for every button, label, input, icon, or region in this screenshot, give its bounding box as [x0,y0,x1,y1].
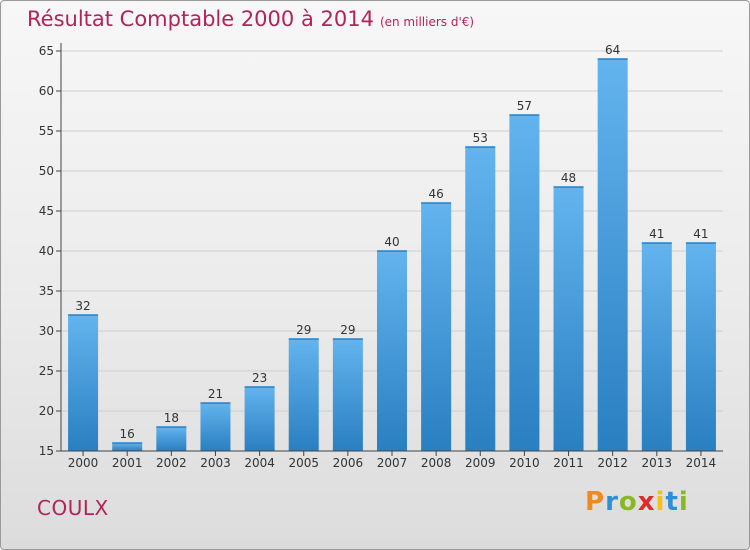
y-tick-label: 65 [39,44,54,58]
bar [200,403,231,451]
logo-letter: t [665,487,679,517]
x-tick-label: 2011 [553,456,584,470]
y-tick-label: 50 [39,164,54,178]
proxiti-logo: Proxiti [585,487,689,517]
data-label: 16 [120,427,135,441]
y-tick-label: 35 [39,284,54,298]
data-label: 48 [561,171,576,185]
x-tick-label: 2009 [465,456,496,470]
chart-title-text: Résultat Comptable 2000 à 2014 [27,7,374,31]
data-label: 18 [164,411,179,425]
x-tick-label: 2014 [686,456,717,470]
bar [244,387,275,451]
x-tick-label: 2004 [244,456,275,470]
x-tick-label: 2003 [200,456,231,470]
y-tick-label: 55 [39,124,54,138]
x-tick-label: 2005 [288,456,319,470]
data-label: 57 [517,99,532,113]
bar [376,251,408,451]
data-label: 29 [296,323,311,337]
y-tick-label: 25 [39,364,54,378]
y-tick-label: 60 [39,84,54,98]
data-label: 23 [252,371,267,385]
y-tick-label: 15 [39,444,54,458]
y-tick-label: 45 [39,204,54,218]
x-tick-label: 2001 [112,456,143,470]
data-label: 46 [428,187,443,201]
y-tick-label: 20 [39,404,54,418]
x-tick-label: 2012 [597,456,628,470]
logo-letter: i [655,487,666,517]
logo-letter: r [605,487,619,517]
bar [641,243,672,451]
data-label: 32 [75,299,90,313]
logo-letter: o [618,487,638,517]
data-label: 64 [605,43,620,57]
x-tick-label: 2006 [333,456,364,470]
bar [553,187,584,451]
bar [421,203,452,451]
y-tick-label: 40 [39,244,54,258]
data-label: 41 [649,227,664,241]
x-tick-label: 2007 [377,456,408,470]
bar [685,243,716,451]
chart-title: Résultat Comptable 2000 à 2014 (en millie… [27,7,474,31]
x-tick-label: 2010 [509,456,540,470]
bar [156,427,187,451]
x-tick-label: 2008 [421,456,452,470]
logo-letter: x [637,487,656,517]
bar [509,115,540,451]
bar [68,315,99,451]
data-label: 21 [208,387,223,401]
data-label: 41 [693,227,708,241]
logo-letter: P [585,487,606,517]
x-tick-label: 2013 [642,456,673,470]
data-label: 29 [340,323,355,337]
bar [465,147,496,451]
bar [332,339,363,451]
data-label: 40 [384,235,399,249]
commune-name: COULX [37,496,109,520]
x-tick-label: 2002 [156,456,187,470]
bar [288,339,319,451]
bar [112,443,143,451]
data-label: 53 [473,131,488,145]
y-tick-label: 30 [39,324,54,338]
x-tick-label: 2000 [68,456,99,470]
chart-subtitle: (en milliers d'€) [379,15,475,29]
bar [597,59,628,451]
logo-letter: i [678,487,689,517]
